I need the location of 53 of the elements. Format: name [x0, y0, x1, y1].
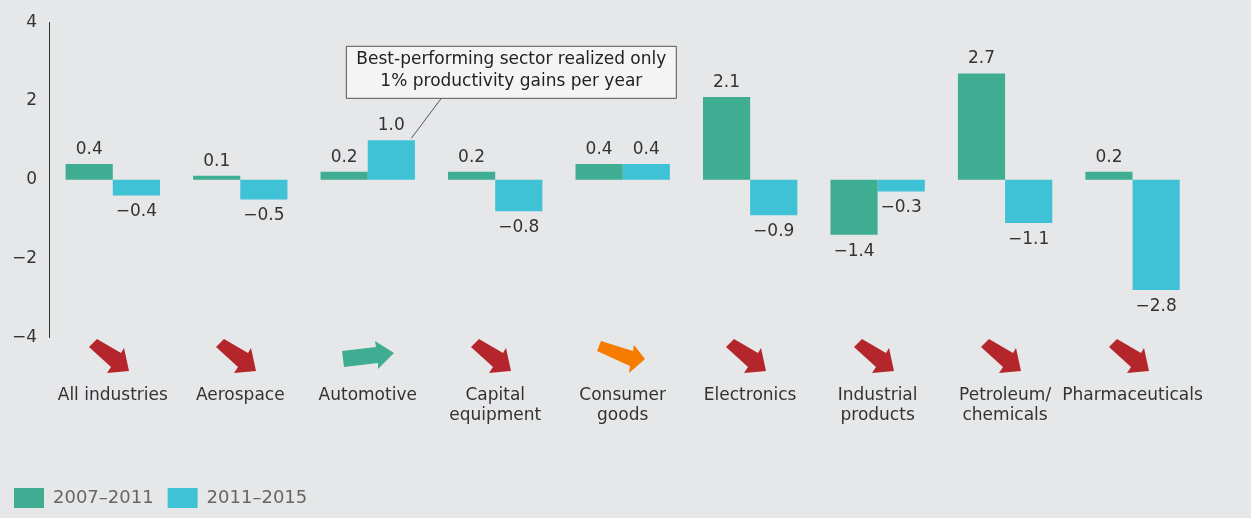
- bar: [65, 163, 113, 180]
- y-tick-label: 2: [26, 89, 38, 110]
- bar: [702, 97, 751, 180]
- y-tick-label: −4: [12, 325, 38, 346]
- data-label: −0.3: [880, 196, 922, 217]
- x-tick-label: Consumer goods: [579, 383, 667, 425]
- bar: [622, 163, 670, 180]
- data-label: 2.7: [967, 47, 996, 68]
- bar: [320, 171, 368, 180]
- data-label: −1.1: [1008, 227, 1050, 248]
- x-tick-label: Capital equipment: [449, 383, 542, 425]
- legend-label: 2011–2015: [206, 485, 308, 507]
- data-label: 0.1: [203, 149, 231, 170]
- x-tick-label: All industries: [57, 383, 168, 404]
- bar: [1132, 179, 1180, 290]
- bar: [957, 73, 1006, 180]
- bar: [367, 140, 415, 180]
- bar: [1085, 171, 1133, 180]
- x-tick-label: Pharmaceuticals: [1062, 383, 1203, 404]
- data-label: 0.2: [330, 145, 358, 166]
- data-label: −0.9: [753, 220, 795, 241]
- bar: [877, 179, 925, 192]
- annotation: Best-performing sector realized only 1% productivity gains per year: [356, 48, 667, 91]
- y-tick-label: 0: [26, 168, 38, 189]
- bar: [193, 175, 241, 180]
- data-label: 1.0: [377, 114, 405, 135]
- x-tick-label: Aerospace: [195, 383, 285, 404]
- data-label: −1.4: [833, 239, 875, 260]
- data-label: 2.1: [713, 70, 741, 91]
- data-label: 0.4: [585, 137, 613, 158]
- bar: [240, 179, 288, 200]
- bar: [750, 179, 798, 216]
- data-label: 0.4: [632, 137, 660, 158]
- bar: [448, 171, 496, 180]
- data-label: −2.8: [1135, 294, 1177, 315]
- x-tick-label: Petroleum/chemicals: [959, 383, 1052, 425]
- bar: [830, 179, 878, 235]
- data-label: 0.2: [1095, 145, 1123, 166]
- x-tick-label: Electronics: [703, 383, 797, 404]
- data-label: −0.8: [498, 216, 540, 237]
- data-label: −0.4: [115, 200, 158, 221]
- bar: [495, 179, 543, 212]
- y-tick-label: 4: [26, 10, 38, 31]
- data-label: 0.4: [75, 137, 103, 158]
- bar: [1005, 179, 1053, 224]
- bar: [112, 179, 160, 196]
- data-label: −0.5: [243, 204, 285, 225]
- bar: [575, 163, 623, 180]
- x-tick-label: Industrial products: [837, 383, 918, 425]
- y-tick-label: −2: [12, 246, 38, 267]
- data-label: 0.2: [458, 145, 486, 166]
- x-tick-label: Automotive: [318, 383, 417, 404]
- legend-label: 2007–2011: [53, 485, 154, 507]
